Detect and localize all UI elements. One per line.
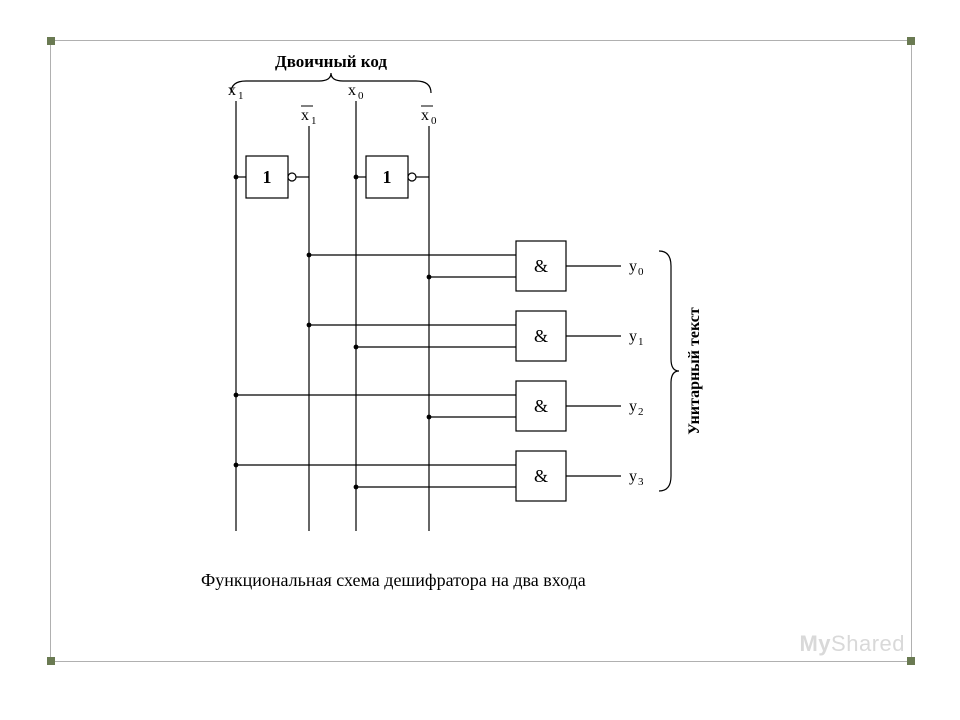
side-title: Унитарный текст — [686, 307, 703, 435]
svg-text:&: & — [534, 396, 548, 416]
watermark: MyShared — [799, 631, 905, 657]
page-frame: x1x1x0x0Двоичный код11&y0&y1&y2&y3Унитар… — [50, 40, 912, 662]
svg-text:x: x — [348, 82, 356, 99]
watermark-bold: My — [799, 631, 831, 656]
svg-text:y: y — [629, 398, 637, 415]
svg-text:&: & — [534, 466, 548, 486]
svg-text:y: y — [629, 468, 637, 485]
svg-text:3: 3 — [638, 476, 644, 488]
svg-text:1: 1 — [383, 167, 392, 187]
svg-text:&: & — [534, 326, 548, 346]
top-title: Двоичный код — [275, 52, 387, 71]
svg-text:1: 1 — [638, 336, 644, 348]
circuit-diagram: x1x1x0x0Двоичный код11&y0&y1&y2&y3Унитар… — [51, 41, 911, 661]
svg-text:0: 0 — [431, 115, 437, 127]
svg-text:2: 2 — [638, 406, 644, 418]
svg-text:0: 0 — [358, 90, 364, 102]
svg-text:x: x — [301, 107, 309, 124]
svg-text:1: 1 — [311, 115, 317, 127]
caption: Функциональная схема дешифратора на два … — [201, 570, 586, 590]
svg-text:1: 1 — [263, 167, 272, 187]
svg-text:y: y — [629, 328, 637, 345]
svg-text:1: 1 — [238, 90, 244, 102]
watermark-rest: Shared — [831, 631, 905, 656]
svg-text:y: y — [629, 258, 637, 275]
svg-text:x: x — [421, 107, 429, 124]
svg-text:0: 0 — [638, 266, 644, 278]
svg-text:&: & — [534, 256, 548, 276]
